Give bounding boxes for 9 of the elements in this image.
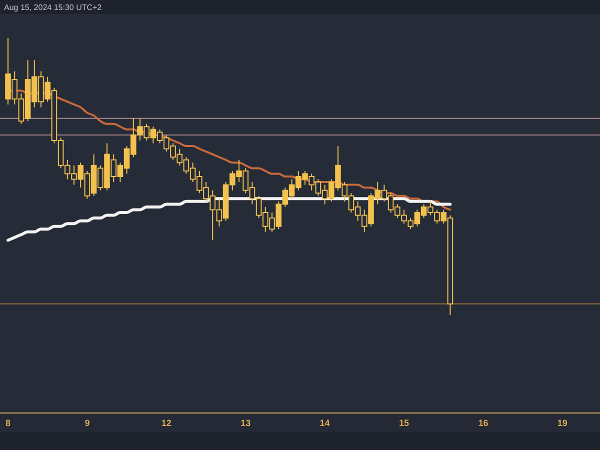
x-tick-label: 13	[240, 418, 251, 428]
text: Aug 15, 2024 15:30 UTC+2	[4, 3, 102, 12]
x-tick-label: 16	[478, 418, 488, 428]
x-tick-label: 19	[557, 418, 568, 428]
x-tick-label: 8	[5, 418, 11, 428]
x-tick-label: 14	[320, 418, 330, 428]
x-tick-label: 9	[84, 418, 90, 428]
x-tick-label: 12	[161, 418, 172, 428]
x-tick-label: 15	[398, 418, 410, 428]
